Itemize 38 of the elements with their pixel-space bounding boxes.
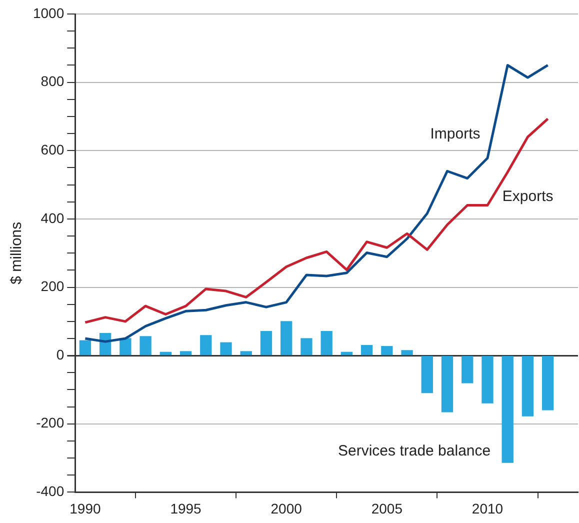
x-tick-label: 2010 [472, 500, 504, 516]
series-label: Services trade balance [338, 442, 491, 460]
x-tick-label: 2005 [371, 500, 403, 516]
bar [79, 340, 92, 356]
y-tick-label: -400 [36, 483, 64, 500]
x-tick-label: 1990 [70, 500, 101, 516]
bar [260, 330, 272, 356]
y-tick-label: 200 [40, 278, 64, 294]
bar [441, 356, 454, 412]
bar [320, 330, 332, 356]
bar [381, 346, 393, 356]
bar [401, 350, 413, 356]
y-tick-label: -200 [36, 414, 64, 431]
bar [421, 356, 433, 394]
bar [220, 342, 232, 356]
bar [482, 356, 494, 404]
y-axis-title: $ millions [8, 222, 26, 284]
y-tick-label: 600 [40, 141, 64, 158]
bar [180, 351, 192, 356]
bar [542, 356, 554, 410]
bar [502, 356, 514, 463]
bar [200, 335, 212, 356]
series-label: Exports [502, 188, 554, 206]
series-label: Imports [430, 125, 480, 142]
y-tick-label: 800 [40, 73, 64, 90]
bar [120, 338, 132, 356]
bar [240, 351, 252, 356]
y-tick-label: 0 [56, 346, 64, 362]
x-tick-label: 2000 [270, 500, 302, 516]
x-tick-label: 1995 [170, 500, 202, 516]
y-tick-label: 1000 [32, 4, 64, 21]
bar [280, 321, 292, 356]
bar [522, 356, 534, 416]
bar [360, 344, 373, 356]
bar [300, 338, 312, 356]
y-tick-label: 400 [40, 210, 64, 226]
bar [462, 356, 474, 384]
bar [140, 336, 152, 356]
